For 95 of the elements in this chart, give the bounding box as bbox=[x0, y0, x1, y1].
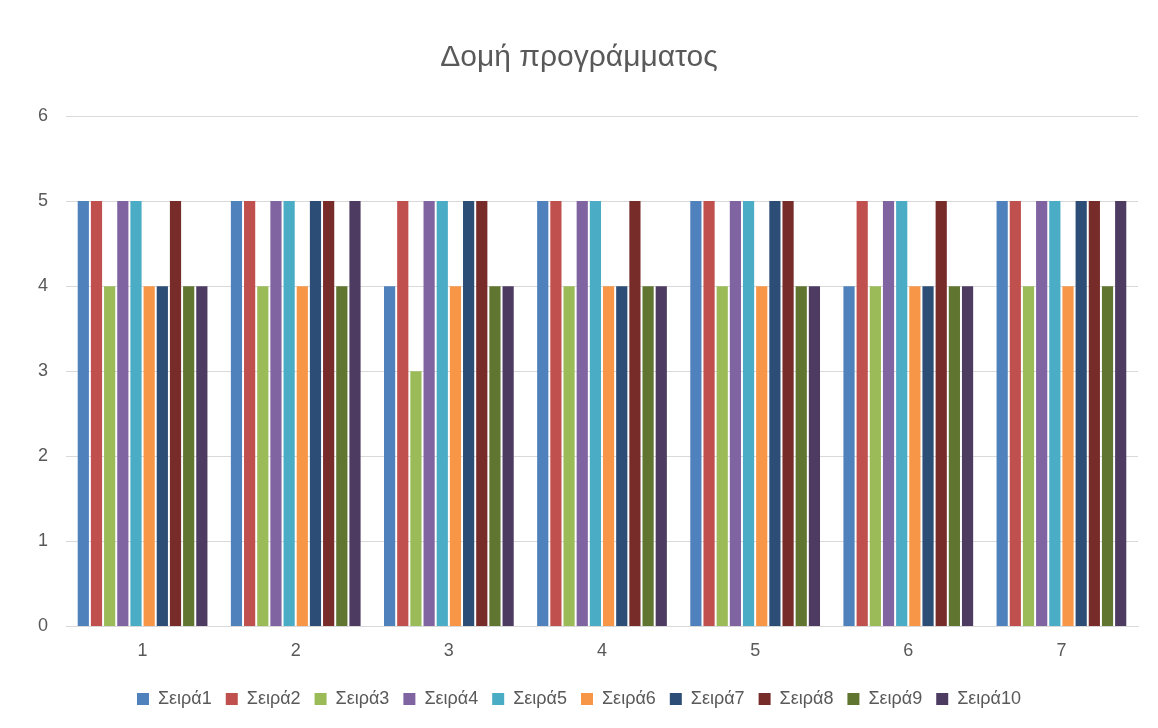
bar bbox=[716, 286, 728, 626]
bar bbox=[996, 201, 1008, 626]
bar bbox=[410, 371, 422, 626]
x-tick-label: 5 bbox=[750, 640, 761, 661]
bar bbox=[602, 286, 615, 626]
x-tick-label: 3 bbox=[443, 640, 454, 661]
bar bbox=[1049, 201, 1061, 626]
y-tick-label: 5 bbox=[38, 190, 49, 211]
bar bbox=[563, 286, 575, 626]
chart-title: Δομή προγράμματος bbox=[440, 39, 718, 73]
bar bbox=[397, 201, 409, 626]
bar bbox=[576, 201, 588, 626]
bar bbox=[690, 201, 702, 626]
bar bbox=[90, 201, 103, 626]
bar bbox=[1075, 201, 1087, 626]
y-tick-label: 2 bbox=[38, 445, 49, 466]
bar bbox=[183, 286, 195, 626]
bar bbox=[909, 286, 921, 626]
bar bbox=[882, 201, 895, 626]
bar bbox=[296, 286, 308, 626]
bar bbox=[270, 201, 282, 626]
bar bbox=[130, 201, 142, 626]
bar bbox=[244, 201, 256, 626]
bar bbox=[476, 201, 488, 626]
legend-label: Σειρά10 bbox=[957, 687, 1022, 708]
bar bbox=[257, 286, 269, 626]
bar bbox=[117, 201, 129, 626]
legend-label: Σειρά5 bbox=[513, 687, 567, 708]
legend-label: Σειρά3 bbox=[335, 687, 390, 708]
bar bbox=[756, 286, 768, 626]
bar bbox=[843, 286, 855, 626]
bar bbox=[869, 286, 881, 626]
bar bbox=[502, 286, 514, 626]
bar bbox=[935, 201, 947, 626]
bar bbox=[808, 286, 821, 626]
bar bbox=[156, 286, 168, 626]
x-tick-label: 7 bbox=[1056, 640, 1067, 661]
y-tick-label: 1 bbox=[38, 530, 49, 551]
bar bbox=[436, 201, 448, 626]
bar bbox=[449, 286, 462, 626]
bar bbox=[323, 201, 335, 626]
bar bbox=[1115, 201, 1127, 626]
bar bbox=[1009, 201, 1021, 626]
legend-label: Σειρά2 bbox=[246, 687, 301, 708]
legend-label: Σειρά8 bbox=[779, 687, 834, 708]
bar bbox=[463, 201, 475, 626]
bar bbox=[616, 286, 628, 626]
y-tick-label: 3 bbox=[38, 360, 49, 381]
legend-label: Σειρά7 bbox=[690, 687, 745, 708]
bar bbox=[795, 286, 807, 626]
y-tick-label: 4 bbox=[38, 275, 49, 296]
bar bbox=[196, 286, 208, 626]
bar bbox=[742, 201, 755, 626]
x-tick-label: 1 bbox=[137, 640, 148, 661]
bar bbox=[550, 201, 562, 626]
legend-label: Σειρά6 bbox=[601, 687, 656, 708]
bar bbox=[169, 201, 182, 626]
bar bbox=[1088, 201, 1100, 626]
y-tick-label: 6 bbox=[38, 104, 49, 125]
x-tick-label: 2 bbox=[290, 640, 301, 661]
bar bbox=[349, 201, 361, 626]
bar bbox=[782, 201, 794, 626]
bar bbox=[336, 286, 348, 626]
bar bbox=[589, 201, 602, 626]
bar bbox=[896, 201, 908, 626]
legend-label: Σειρά1 bbox=[157, 687, 212, 708]
bar bbox=[77, 201, 89, 626]
legend-label: Σειρά4 bbox=[424, 687, 479, 708]
bar bbox=[1062, 286, 1074, 626]
bar bbox=[961, 286, 974, 626]
bar bbox=[1022, 286, 1035, 626]
bar bbox=[423, 201, 435, 626]
bar bbox=[703, 201, 715, 626]
bar bbox=[948, 286, 960, 626]
bar bbox=[922, 286, 934, 626]
bar bbox=[1101, 286, 1114, 626]
bar bbox=[769, 201, 781, 626]
x-tick-label: 4 bbox=[597, 640, 608, 661]
bar bbox=[729, 201, 741, 626]
bar bbox=[283, 201, 295, 626]
bar bbox=[856, 201, 868, 626]
legend-label: Σειρά9 bbox=[868, 687, 923, 708]
bar bbox=[655, 286, 667, 626]
bar bbox=[230, 201, 243, 626]
bar bbox=[642, 286, 654, 626]
bar bbox=[309, 201, 322, 626]
x-tick-label: 6 bbox=[903, 640, 914, 661]
bar bbox=[384, 286, 396, 626]
y-tick-label: 0 bbox=[38, 615, 49, 636]
bar bbox=[629, 201, 641, 626]
bar bbox=[489, 286, 501, 626]
bar bbox=[143, 286, 155, 626]
bar bbox=[1036, 201, 1048, 626]
bar bbox=[537, 201, 549, 626]
bar bbox=[104, 286, 116, 626]
